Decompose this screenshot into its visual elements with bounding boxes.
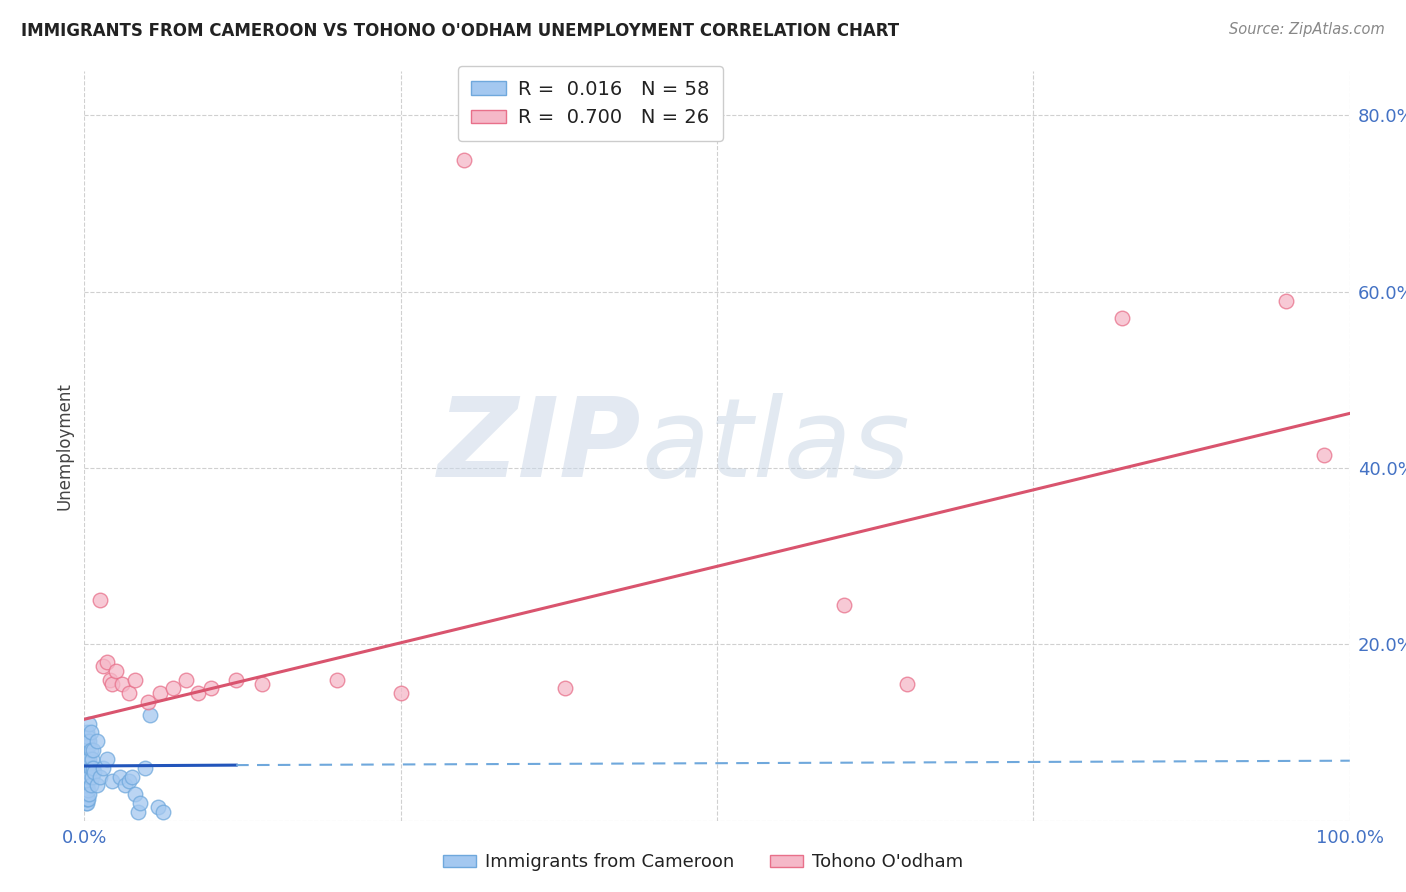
Point [114, 778, 136, 792]
Point [75, 782, 97, 797]
Point [1275, 293, 1298, 308]
Point [124, 787, 146, 801]
Point [75, 778, 97, 792]
Point [77, 765, 100, 780]
Point [77, 756, 100, 771]
Point [136, 695, 159, 709]
Point [77, 739, 100, 753]
Point [118, 774, 141, 789]
Point [79, 752, 101, 766]
Point [75, 765, 97, 780]
Point [76, 796, 98, 810]
Legend: R =  0.016   N = 58, R =  0.700   N = 26: R = 0.016 N = 58, R = 0.700 N = 26 [458, 66, 723, 141]
Point [98, 673, 121, 687]
Point [105, 664, 127, 678]
Point [111, 677, 134, 691]
Point [80, 770, 103, 784]
Point [108, 770, 131, 784]
Point [79, 734, 101, 748]
Point [76, 791, 98, 805]
Text: ZIP: ZIP [437, 392, 641, 500]
Point [127, 805, 149, 819]
Point [93, 761, 115, 775]
Point [86, 778, 108, 792]
Point [82, 761, 104, 775]
Point [75, 761, 97, 775]
Point [174, 673, 197, 687]
Point [93, 659, 115, 673]
Point [79, 716, 101, 731]
Point [77, 774, 100, 789]
Point [121, 770, 143, 784]
Point [79, 761, 103, 775]
Point [118, 686, 141, 700]
Point [89, 770, 111, 784]
Point [76, 725, 98, 739]
Point [124, 673, 146, 687]
Point [76, 743, 98, 757]
Point [225, 673, 247, 687]
Point [79, 787, 101, 801]
Point [89, 593, 111, 607]
Text: Source: ZipAtlas.com: Source: ZipAtlas.com [1229, 22, 1385, 37]
Text: atlas: atlas [641, 392, 910, 500]
Point [76, 734, 98, 748]
Point [76, 787, 98, 801]
Point [77, 791, 100, 805]
Point [1111, 311, 1133, 326]
Point [896, 677, 918, 691]
Point [832, 598, 855, 612]
Point [187, 686, 209, 700]
Point [80, 752, 103, 766]
Point [79, 778, 103, 792]
Point [86, 734, 108, 748]
Legend: Immigrants from Cameroon, Tohono O'odham: Immigrants from Cameroon, Tohono O'odham [436, 847, 970, 879]
Point [75, 774, 97, 789]
Point [453, 153, 475, 167]
Point [1313, 448, 1336, 462]
Point [146, 800, 169, 814]
Point [75, 796, 97, 810]
Point [79, 770, 101, 784]
Point [75, 756, 97, 771]
Point [77, 747, 100, 762]
Point [76, 770, 98, 784]
Point [79, 725, 103, 739]
Point [101, 677, 124, 691]
Point [326, 673, 349, 687]
Point [76, 752, 98, 766]
Point [152, 805, 174, 819]
Point [75, 770, 97, 784]
Point [200, 681, 222, 696]
Point [75, 791, 97, 805]
Point [129, 796, 152, 810]
Y-axis label: Unemployment: Unemployment [55, 382, 73, 510]
Point [389, 686, 412, 700]
Point [79, 743, 103, 757]
Point [149, 686, 172, 700]
Text: IMMIGRANTS FROM CAMEROON VS TOHONO O'ODHAM UNEMPLOYMENT CORRELATION CHART: IMMIGRANTS FROM CAMEROON VS TOHONO O'ODH… [21, 22, 900, 40]
Point [75, 787, 97, 801]
Point [101, 774, 124, 789]
Point [139, 707, 162, 722]
Point [554, 681, 576, 696]
Point [76, 761, 98, 775]
Point [162, 681, 184, 696]
Point [82, 743, 104, 757]
Point [76, 778, 98, 792]
Point [134, 761, 156, 775]
Point [250, 677, 273, 691]
Point [96, 655, 118, 669]
Point [77, 782, 100, 797]
Point [77, 730, 100, 744]
Point [96, 752, 118, 766]
Point [83, 765, 105, 780]
